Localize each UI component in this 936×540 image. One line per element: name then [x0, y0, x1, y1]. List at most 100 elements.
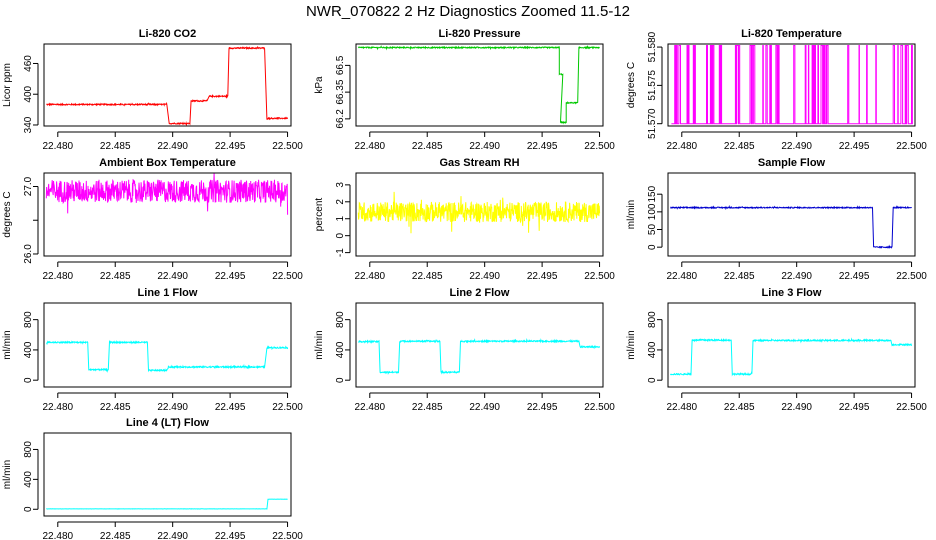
x-tick-label: 22.480 — [354, 402, 385, 413]
y-tick-label: 66.2 — [335, 109, 346, 129]
x-tick-label: 22.500 — [272, 402, 303, 413]
panel-title: Ambient Box Temperature — [99, 157, 236, 169]
panel-title: Li-820 Temperature — [741, 28, 842, 40]
series-line — [670, 204, 912, 250]
y-tick-label: 26.0 — [23, 244, 34, 264]
x-tick-label: 22.500 — [272, 141, 303, 152]
x-tick-label: 22.495 — [215, 141, 246, 152]
y-tick-label: 400 — [647, 341, 658, 358]
series-line — [46, 339, 289, 373]
y-tick-label: 0 — [23, 377, 34, 383]
x-tick-label: 22.500 — [584, 141, 615, 152]
x-axis: 22.480 22.485 22.490 22.495 22.500 — [666, 261, 927, 282]
x-axis: 22.480 22.485 22.490 22.495 22.500 — [666, 131, 927, 152]
x-tick-label: 22.480 — [666, 402, 697, 413]
y-tick-label: 400 — [23, 85, 34, 102]
y-tick-label: 340 — [23, 116, 34, 133]
x-tick-label: 22.480 — [666, 141, 697, 152]
y-axis-label: ml/min — [2, 460, 13, 489]
panel-6: Sample Flow 22.480 22.485 22.490 22.495 22.50… — [626, 157, 927, 282]
plot-frame — [355, 302, 604, 388]
panel-1: Li-820 CO2 22.480 22.485 22.490 22.495 22.500… — [2, 28, 303, 152]
y-tick-label: 1 — [335, 216, 346, 222]
panel-title: Line 2 Flow — [450, 287, 510, 299]
x-axis: 22.480 22.485 22.490 22.495 22.500 — [42, 392, 303, 413]
panel-title: Line 1 Flow — [138, 287, 198, 299]
x-tick-label: 22.485 — [412, 402, 443, 413]
x-tick-label: 22.500 — [584, 271, 615, 282]
x-tick-label: 22.485 — [724, 141, 755, 152]
y-tick-label: 0 — [335, 232, 346, 238]
y-tick-label: 51.575 — [647, 70, 658, 101]
x-tick-label: 22.480 — [354, 141, 385, 152]
x-axis: 22.480 22.485 22.490 22.495 22.500 — [354, 261, 615, 282]
y-axis-label: ml/min — [626, 330, 637, 359]
x-axis: 22.480 22.485 22.490 22.495 22.500 — [354, 392, 615, 413]
panel-title: Sample Flow — [758, 157, 826, 169]
y-axis: 0 400 800 ml/min — [626, 311, 663, 383]
x-tick-label: 22.500 — [896, 141, 927, 152]
panel-title: Line 4 (LT) Flow — [126, 417, 209, 429]
y-axis-label: percent — [314, 198, 325, 232]
panel-title: Gas Stream RH — [439, 157, 519, 169]
y-axis: 0 400 800 ml/min — [2, 311, 39, 383]
x-tick-label: 22.500 — [584, 402, 615, 413]
x-axis: 22.480 22.485 22.490 22.495 22.500 — [42, 131, 303, 152]
y-axis-label: Licor ppm — [2, 63, 13, 107]
y-tick-label: 460 — [23, 55, 34, 72]
x-tick-label: 22.490 — [469, 402, 500, 413]
y-tick-label: 2 — [335, 199, 346, 205]
y-tick-label: 50 — [647, 224, 658, 236]
x-tick-label: 22.490 — [157, 141, 188, 152]
panel-7: Line 1 Flow 22.480 22.485 22.490 22.495 22.50… — [2, 287, 303, 413]
x-axis: 22.480 22.485 22.490 22.495 22.500 — [666, 392, 927, 413]
y-tick-label: 0 — [647, 377, 658, 383]
x-tick-label: 22.485 — [412, 141, 443, 152]
plot-frame — [667, 43, 916, 127]
panel-4: Ambient Box Temperature 22.480 22.485 22.49… — [2, 157, 303, 282]
y-tick-label: 66.35 — [335, 79, 346, 104]
y-axis: 340 400 460 Licor ppm — [2, 55, 39, 133]
y-axis-label: degrees C — [2, 191, 13, 237]
x-tick-label: 22.495 — [215, 531, 246, 540]
plot-frame — [43, 302, 292, 388]
x-tick-label: 22.485 — [724, 271, 755, 282]
x-tick-label: 22.490 — [469, 141, 500, 152]
plot-frame — [667, 172, 916, 257]
x-tick-label: 22.500 — [272, 531, 303, 540]
plot-frame — [43, 172, 292, 257]
y-axis-label: ml/min — [314, 330, 325, 359]
series-line — [46, 45, 289, 127]
y-axis: 66.2 66.35 66.5 kPa — [314, 55, 351, 129]
plot-frame — [667, 302, 916, 388]
y-tick-label: 66.5 — [335, 55, 346, 75]
x-tick-label: 22.500 — [896, 402, 927, 413]
x-tick-label: 22.480 — [354, 271, 385, 282]
x-tick-label: 22.480 — [42, 271, 73, 282]
series-line — [46, 498, 288, 510]
x-tick-label: 22.495 — [839, 402, 870, 413]
y-axis: 26.0 27.0 degrees C — [2, 176, 39, 264]
x-axis: 22.480 22.485 22.490 22.495 22.500 — [354, 131, 615, 152]
x-tick-label: 22.490 — [781, 402, 812, 413]
series-line — [669, 337, 913, 377]
x-axis: 22.480 22.485 22.490 22.495 22.500 — [42, 261, 303, 282]
y-tick-label: 150 — [647, 185, 658, 202]
y-tick-label: 51.570 — [647, 108, 658, 139]
x-tick-label: 22.490 — [157, 402, 188, 413]
panel-title: Line 3 Flow — [762, 287, 822, 299]
y-tick-label: 800 — [335, 311, 346, 328]
series-line — [357, 191, 601, 234]
x-tick-label: 22.495 — [527, 141, 558, 152]
series-line — [358, 45, 600, 125]
panel-10: Line 4 (LT) Flow 22.480 22.485 22.490 22.495… — [2, 417, 303, 540]
x-tick-label: 22.485 — [412, 271, 443, 282]
series-line — [357, 337, 601, 375]
x-tick-label: 22.480 — [42, 141, 73, 152]
y-tick-label: 400 — [23, 471, 34, 488]
x-tick-label: 22.490 — [157, 271, 188, 282]
